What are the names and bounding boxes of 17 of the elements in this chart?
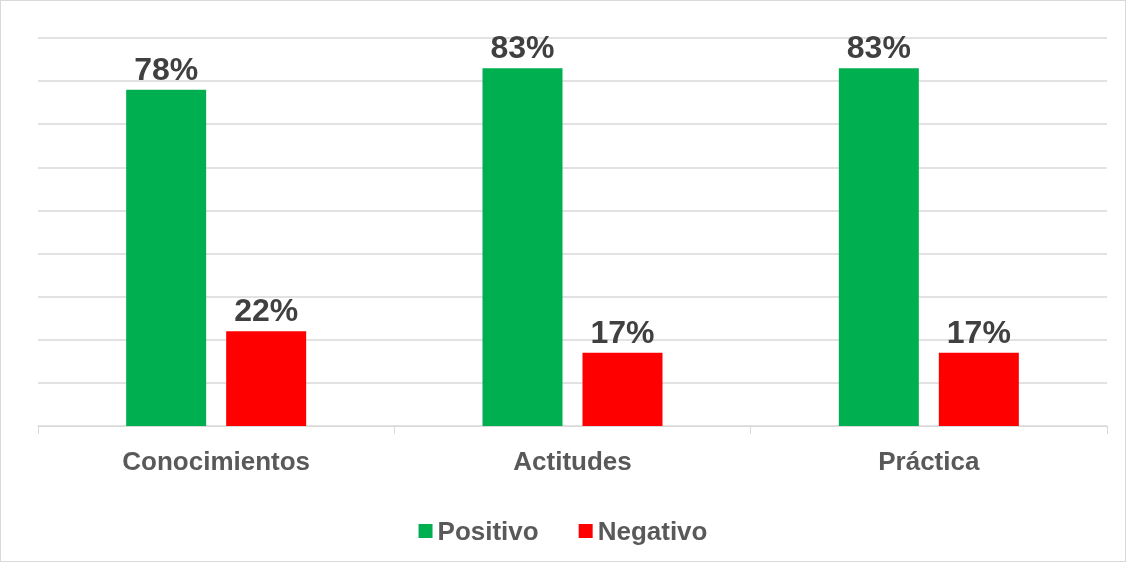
data-label: 83% [846,29,911,66]
legend-label: Positivo [437,516,539,546]
bar [938,352,1019,426]
bar [482,68,563,426]
data-label: 17% [946,313,1011,350]
data-label: 22% [234,292,299,329]
data-label: 78% [134,50,199,87]
data-label: 17% [590,313,655,350]
legend-label: Negativo [597,516,708,546]
data-label: 83% [490,29,555,66]
x-tick-label: Práctica [878,446,980,476]
bar [582,352,663,426]
bar [126,89,207,426]
bar [226,331,307,426]
bar [838,68,919,426]
x-tick-label: Actitudes [513,446,632,476]
x-tick-label: Conocimientos [122,446,311,476]
